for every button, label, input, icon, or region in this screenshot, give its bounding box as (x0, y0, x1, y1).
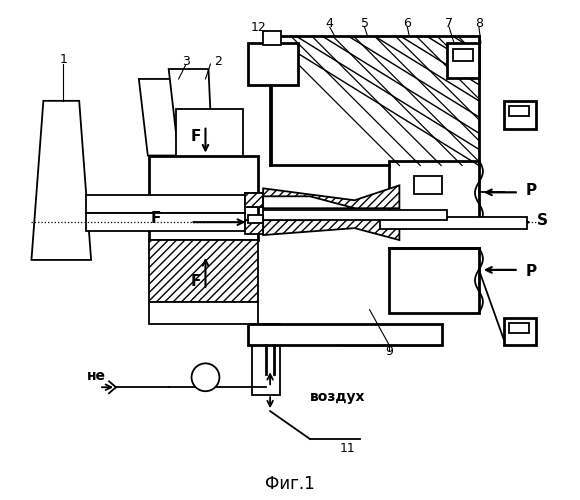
Bar (379, 217, 527, 229)
Polygon shape (263, 215, 400, 240)
Text: 7: 7 (445, 17, 453, 30)
Bar (252, 324, 280, 395)
Bar (504, 101, 535, 128)
Text: F: F (151, 210, 161, 226)
Text: 2: 2 (215, 54, 222, 68)
Text: 5: 5 (361, 17, 368, 30)
Bar (389, 248, 479, 312)
Text: P: P (525, 264, 537, 280)
Polygon shape (139, 79, 186, 156)
Text: S: S (536, 212, 548, 228)
Polygon shape (263, 215, 354, 220)
Bar (414, 176, 442, 194)
Bar (504, 318, 535, 345)
Bar (86, 196, 245, 213)
Bar (176, 109, 243, 156)
Bar (149, 302, 258, 324)
Polygon shape (31, 101, 91, 260)
Text: не: не (86, 370, 106, 384)
Text: 11: 11 (340, 442, 356, 456)
Bar (447, 43, 479, 78)
Text: F: F (190, 274, 201, 289)
Text: 6: 6 (404, 17, 411, 30)
Bar (248, 43, 298, 85)
Bar (248, 324, 442, 345)
Text: 12: 12 (251, 20, 266, 34)
Text: F: F (190, 129, 201, 144)
Text: 8: 8 (475, 17, 483, 30)
Bar (248, 215, 263, 223)
Bar (245, 194, 263, 207)
Text: 3: 3 (182, 54, 190, 68)
Polygon shape (169, 69, 212, 156)
Circle shape (191, 364, 219, 391)
Bar (509, 106, 528, 116)
Text: 1: 1 (59, 52, 67, 66)
Bar (263, 210, 447, 220)
Bar (263, 31, 281, 45)
Bar (149, 156, 258, 240)
Bar (245, 194, 263, 207)
Polygon shape (263, 196, 354, 208)
Text: 9: 9 (386, 345, 393, 358)
Polygon shape (263, 186, 400, 208)
Bar (453, 49, 473, 61)
Text: 4: 4 (326, 17, 334, 30)
Bar (149, 240, 258, 302)
Bar (86, 213, 245, 231)
Text: P: P (525, 183, 537, 198)
Bar (509, 322, 528, 332)
Text: Фиг.1: Фиг.1 (265, 474, 315, 492)
Bar (245, 220, 263, 234)
Text: воздух: воздух (310, 390, 365, 404)
Bar (389, 160, 479, 225)
